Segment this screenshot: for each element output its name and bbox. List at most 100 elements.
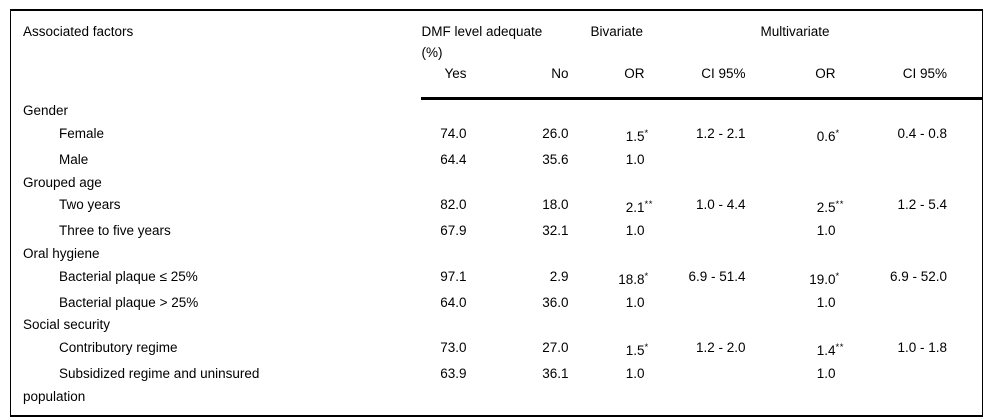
cell-yes — [421, 314, 479, 337]
cell-yes: 64.4 — [440, 151, 467, 167]
cell-mult-or: 1.0 — [816, 294, 836, 310]
cell-no — [479, 314, 577, 337]
col-header-bivariate-ci95: CI 95% — [652, 63, 754, 100]
cell-biv-or: 1.0 — [625, 223, 645, 239]
cell-yes — [421, 172, 479, 195]
cell-mult-or — [754, 149, 844, 172]
cell-yes: 97.1 — [440, 268, 467, 284]
cell-mult-or: 0.6* — [816, 128, 840, 145]
cell-biv-or — [577, 314, 653, 337]
cell-biv-or — [577, 243, 653, 266]
cell-mult-ci — [844, 243, 983, 266]
cell-yes: 82.0 — [440, 197, 467, 213]
cell-yes — [421, 98, 479, 123]
cell-mult-or: 19.0* — [809, 270, 840, 287]
cell-yes: 64.0 — [440, 294, 467, 310]
col-header-bivariate: Bivariate — [590, 24, 644, 39]
cell-no: 18.0 — [542, 197, 569, 213]
cell-mult-or: 1.4** — [816, 342, 844, 359]
cell-mult-ci — [844, 314, 983, 337]
factor-item-label: Male — [59, 151, 89, 167]
cell-no: 26.0 — [542, 126, 569, 142]
cell-biv-or: 18.8* — [618, 270, 649, 287]
cell-mult-ci: 1.0 - 1.8 — [897, 340, 948, 356]
factor-group-label: Gender — [23, 103, 69, 119]
cell-biv-or — [577, 98, 653, 123]
cell-biv-ci — [653, 149, 754, 172]
cell-mult-or — [754, 243, 844, 266]
cell-biv-or — [577, 172, 653, 195]
cell-no — [479, 172, 577, 195]
cell-yes: 73.0 — [440, 340, 467, 356]
table-group-row: Grouped age — [11, 172, 983, 195]
cell-mult-or — [754, 314, 844, 337]
cell-biv-ci — [653, 172, 754, 195]
header-row-groups: Associated factors DMF level adequate (%… — [11, 10, 983, 63]
cell-mult-or — [754, 172, 844, 195]
table-row: Bacterial plaque ≤ 25% 97.1 2.9 18.8* 6.9 - … — [11, 266, 983, 292]
table-group-row: Social security — [11, 314, 983, 337]
cell-biv-ci — [653, 292, 754, 315]
col-header-multivariate-or: OR — [753, 63, 844, 100]
cell-mult-ci — [844, 172, 983, 195]
cell-biv-ci — [653, 363, 754, 416]
table-row: Two years 82.0 18.0 2.1** 1.0 - 4.4 2.5** 1.2 … — [11, 194, 983, 220]
cell-mult-or: 2.5** — [816, 199, 844, 216]
cell-biv-or: 1.0 — [625, 366, 645, 382]
cell-yes: 74.0 — [440, 126, 467, 142]
cell-mult-ci: 6.9 - 52.0 — [889, 268, 948, 284]
cell-no — [479, 98, 577, 123]
table-row: Male 64.4 35.6 1.0 — [11, 149, 983, 172]
cell-mult-ci — [844, 149, 983, 172]
cell-mult-or: 1.0 — [816, 223, 836, 239]
cell-biv-ci — [653, 243, 754, 266]
table-row: Contributory regime 73.0 27.0 1.5* 1.2 - 2.0… — [11, 337, 983, 363]
factor-group-label: Social security — [23, 317, 111, 333]
col-header-associated-factors: Associated factors — [23, 24, 134, 39]
cell-no: 35.6 — [542, 151, 569, 167]
cell-no: 2.9 — [549, 268, 569, 284]
col-header-multivariate: Multivariate — [760, 24, 830, 39]
cell-mult-ci: 0.4 - 0.8 — [897, 126, 948, 142]
cell-mult-or: 1.0 — [816, 366, 836, 382]
table-row: Three to five years 67.9 32.1 1.0 1.0 — [11, 220, 983, 243]
factor-item-label: Three to five years — [59, 223, 171, 239]
factor-item-label: Female — [59, 126, 105, 142]
cell-yes: 67.9 — [440, 223, 467, 239]
associated-factors-table: Associated factors DMF level adequate (%… — [10, 9, 984, 417]
cell-biv-ci: 1.2 - 2.1 — [695, 126, 746, 142]
cell-no: 36.1 — [542, 366, 569, 382]
cell-biv-or: 1.0 — [625, 151, 645, 167]
col-header-multivariate-ci95: CI 95% — [843, 63, 983, 100]
cell-mult-ci: 1.2 - 5.4 — [897, 197, 948, 213]
cell-yes: 63.9 — [440, 366, 467, 382]
cell-biv-ci: 1.0 - 4.4 — [695, 197, 746, 213]
cell-biv-or: 1.5* — [625, 128, 649, 145]
cell-mult-ci — [844, 98, 983, 123]
cell-biv-ci — [653, 98, 754, 123]
table-row: Subsidized regime and uninsured populati… — [11, 363, 983, 416]
factor-group-label: Grouped age — [23, 174, 102, 190]
factor-item-label: Contributory regime — [59, 340, 178, 356]
col-header-no: No — [478, 63, 577, 100]
cell-no: 36.0 — [542, 294, 569, 310]
factor-item-label: Two years — [59, 197, 121, 213]
cell-biv-or: 2.1** — [625, 199, 653, 216]
cell-mult-ci — [844, 292, 983, 315]
table-row: Bacterial plaque > 25% 64.0 36.0 1.0 1.0 — [11, 292, 983, 315]
factor-item-label: Bacterial plaque > 25% — [59, 294, 199, 310]
cell-no: 27.0 — [542, 340, 569, 356]
cell-biv-ci — [653, 314, 754, 337]
cell-biv-or: 1.5* — [625, 342, 649, 359]
table-group-row: Gender — [11, 98, 983, 123]
table-header: Associated factors DMF level adequate (%… — [11, 10, 983, 100]
col-header-dmf-level-adequate: DMF level adequate (%) — [421, 24, 543, 60]
cell-mult-ci — [844, 363, 983, 416]
cell-mult-ci — [844, 220, 983, 243]
cell-yes — [421, 243, 479, 266]
factor-item-label: Subsidized regime and uninsured populati… — [23, 366, 260, 404]
cell-no — [479, 243, 577, 266]
col-header-yes: Yes — [420, 63, 479, 100]
table-group-row: Oral hygiene — [11, 243, 983, 266]
